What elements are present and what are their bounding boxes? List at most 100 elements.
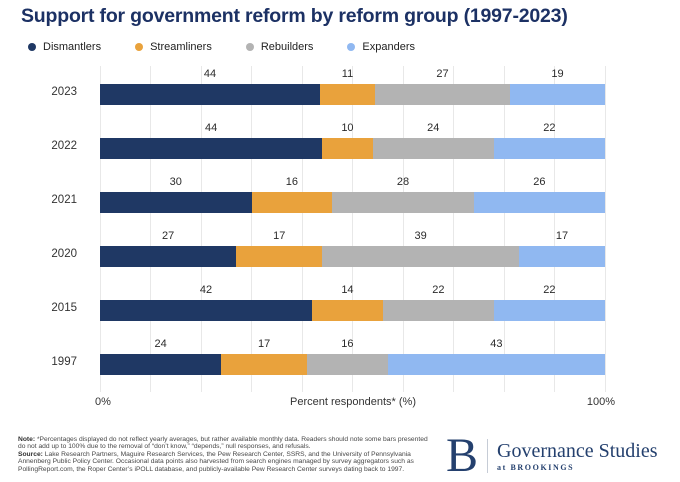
footnote: Note: *Percentages displayed do not refl… [18,436,436,473]
value-label: 16 [285,176,299,188]
value-label: 24 [427,122,440,134]
y-axis-label: 2015 [51,302,77,314]
bar-segment-dismantlers [100,84,320,105]
value-labels: 42 14 22 22 [100,283,605,298]
value-label: 24 [154,338,167,350]
chart-row-2021: 2021 30 16 28 26 [51,174,605,228]
gridline [453,66,454,392]
stacked-bar [100,84,605,105]
stacked-bar [100,192,605,213]
x-axis-max-tick: 100% [586,396,616,408]
gridline [251,66,252,392]
legend-label: Expanders [362,41,416,53]
legend-label: Streamliners [150,41,212,53]
logo-divider [487,439,489,473]
value-labels: 24 17 16 43 [100,337,605,352]
value-label: 43 [490,338,503,350]
value-label: 44 [203,68,217,80]
value-label: 27 [436,68,449,80]
bar-segment-rebuilders [322,246,520,267]
legend-item-expanders: Expanders [347,41,415,53]
footnote-source-line: Source: Lake Research Partners, Maguire … [18,451,436,473]
legend-dot-icon [135,43,144,51]
x-axis-min-tick: 0% [95,396,111,408]
value-label: 27 [162,230,175,242]
bar-segment-expanders [510,84,605,105]
logo-org-name: Governance Studies [497,439,658,462]
value-labels: 27 17 39 17 [100,229,605,244]
value-label: 16 [341,338,354,350]
bar-segment-rebuilders [375,84,510,105]
stacked-bar [100,354,605,375]
y-axis-label: 1997 [51,356,77,368]
value-label: 28 [396,176,410,188]
brookings-b-mark: B [446,429,479,482]
gridline [200,66,202,392]
x-axis: 0% Percent respondents* (%) 100% [0,396,680,412]
bar-segment-rebuilders [382,300,494,321]
legend-item-dismantlers: Dismantlers [28,41,101,53]
note-label: Note: [18,436,36,443]
bar-segment-dismantlers [100,354,222,375]
bar-segment-rebuilders [307,354,388,375]
value-label: 17 [555,230,569,242]
bar-segment-streamliners [322,138,373,159]
chart-row-2023: 2023 44 11 27 19 [51,66,605,120]
chart-row-2020: 2020 27 17 39 17 [51,228,605,282]
gridline [402,66,404,392]
source-label: Source: [18,450,43,458]
stacked-bar [100,138,605,159]
bar-segment-dismantlers [100,192,252,213]
value-label: 39 [414,230,427,242]
value-label: 22 [432,284,445,296]
bar-segment-expanders [473,192,605,213]
value-labels: 44 11 27 19 [100,67,605,82]
bar-segment-expanders [387,354,605,375]
y-axis-label: 2022 [51,140,77,152]
legend-dot-icon [245,43,254,51]
bar-segment-dismantlers [100,246,237,267]
gridline [352,66,353,392]
gridline [503,66,505,392]
value-label: 19 [551,68,564,80]
bar-segment-dismantlers [100,138,323,159]
bar-segment-streamliners [221,354,308,375]
value-label: 42 [199,284,213,296]
value-label: 10 [341,122,354,134]
source-text: Lake Research Partners, Maguire Research… [18,450,414,473]
legend-dot-icon [347,43,356,51]
value-labels: 44 10 24 22 [100,121,605,136]
bar-segment-expanders [493,300,605,321]
gridline [99,66,101,392]
logo-sub-name: at BROOKINGS [497,462,575,472]
legend-label: Rebuilders [260,41,314,53]
chart-row-2015: 2015 42 14 22 22 [51,282,605,336]
bar-segment-expanders [493,138,605,159]
gridline [301,66,303,392]
value-label: 11 [341,68,354,80]
chart-row-1997: 1997 24 17 16 43 [51,336,605,390]
x-axis-title: Percent respondents* (%) [290,396,416,408]
legend-item-rebuilders: Rebuilders [245,41,314,53]
value-label: 17 [273,230,286,242]
bar-segment-dismantlers [100,300,313,321]
brookings-logo: B Governance Studies at BROOKINGS [446,429,658,482]
bar-segment-streamliners [236,246,323,267]
gridline [554,66,555,392]
stacked-bar [100,300,605,321]
legend-item-streamliners: Streamliners [135,41,212,53]
y-axis-label: 2020 [51,248,77,260]
value-label: 30 [169,176,182,188]
bar-segment-streamliners [320,84,375,105]
bar-segment-rebuilders [372,138,494,159]
chart-row-2022: 2022 44 10 24 22 [51,120,605,174]
plot-area: 2023 44 11 27 19 2022 44 10 24 22 2021 30 16 28 26 2020… [51,66,606,392]
value-labels: 30 16 28 26 [100,175,605,190]
legend-dot-icon [28,43,36,51]
bar-segment-expanders [519,246,605,267]
bar-segment-streamliners [312,300,383,321]
y-axis-label: 2023 [51,86,77,98]
chart-title: Support for government reform by reform … [21,5,568,27]
value-label: 44 [204,122,218,134]
